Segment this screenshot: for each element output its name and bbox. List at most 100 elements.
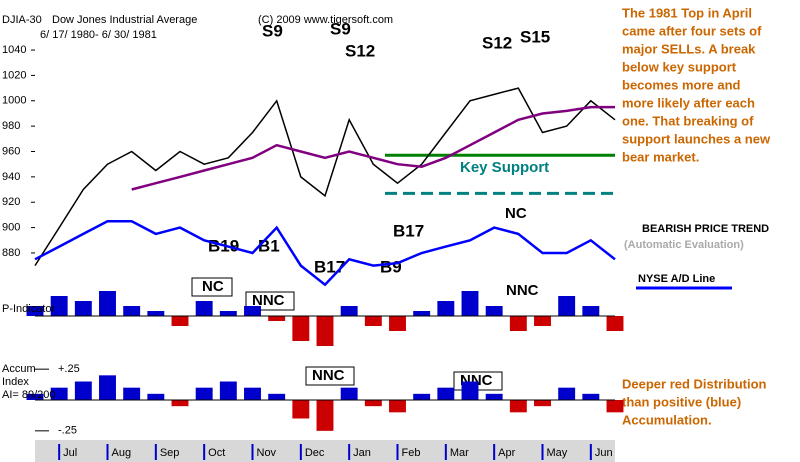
y-tick-label: 1040 [2, 44, 26, 56]
signal: B1 [258, 236, 280, 255]
signal: NNC [312, 367, 345, 384]
histogram-bar [26, 306, 44, 316]
signal: B17 [393, 221, 424, 240]
note: bear market. [622, 149, 699, 164]
x-tick-label: Jul [63, 447, 77, 459]
x-tick-label: Jan [353, 447, 371, 459]
signal-box [191, 277, 233, 297]
key-support: Key Support [460, 159, 549, 176]
histogram-bar [219, 311, 237, 316]
histogram-bar [74, 381, 92, 400]
histogram-bar [244, 306, 261, 316]
histogram-bar [534, 316, 551, 326]
signal-box [305, 366, 355, 386]
histogram-bar [485, 306, 503, 316]
histogram-bar [389, 316, 406, 331]
signal: NNC [506, 282, 539, 299]
y-tick-label: 980 [2, 120, 20, 132]
x-tick-label: Aug [112, 447, 132, 459]
note: more likely after each [622, 95, 755, 110]
x-tick-label: Mar [450, 447, 469, 459]
signal: NC [505, 205, 527, 222]
histogram-bar [292, 400, 310, 419]
name: Dow Jones Industrial Average [52, 14, 197, 26]
histogram-bar [509, 400, 527, 413]
note: Accumulation. [622, 412, 712, 427]
histogram-bar [437, 301, 455, 316]
histogram-bar [26, 393, 44, 400]
signal: NNC [252, 292, 285, 309]
note: Deeper red Distribution [622, 376, 767, 391]
y-tick-label: +.25 [58, 363, 80, 375]
y-tick-label: -.25 [58, 425, 77, 437]
note: below key support [622, 59, 737, 74]
histogram-bar [364, 316, 382, 326]
histogram-bar [606, 400, 624, 413]
histogram-bar [50, 387, 68, 400]
x-tick-label: Apr [498, 447, 515, 459]
panel-title: Index [2, 376, 29, 388]
histogram-bar [292, 316, 310, 341]
histogram-bar [219, 381, 237, 400]
histogram-bar [340, 306, 358, 316]
note: support launches a new [622, 131, 771, 146]
histogram-bar [99, 375, 116, 400]
histogram-bar [268, 316, 286, 321]
histogram-bar [582, 393, 600, 400]
note: major SELLs. A break [622, 41, 756, 56]
symbol: DJIA-30 [2, 14, 42, 26]
copyright: (C) 2009 www.tigersoft.com [258, 14, 393, 26]
ad-line-label: NYSE A/D Line [638, 273, 715, 285]
x-tick-label: Nov [257, 447, 277, 459]
histogram-bar [123, 306, 141, 316]
y-tick-label: 960 [2, 145, 20, 157]
signal: S12 [345, 41, 375, 60]
series-line [34, 87, 616, 267]
series-line [34, 220, 616, 287]
y-tick-label: 900 [2, 221, 20, 233]
note: becomes more and [622, 77, 741, 92]
date-range: 6/ 17/ 1980- 6/ 30/ 1981 [40, 29, 157, 41]
histogram-bar [558, 387, 576, 400]
month-band [35, 440, 615, 462]
x-tick-label: Dec [305, 447, 325, 459]
histogram-bar [123, 387, 141, 400]
panel-title: P-Indicator [2, 303, 56, 315]
histogram-bar [364, 400, 382, 407]
histogram-bar [147, 393, 165, 400]
histogram-bar [437, 387, 455, 400]
signal: S15 [520, 27, 550, 46]
y-tick-label: 1000 [2, 95, 26, 107]
histogram-bar [534, 400, 551, 407]
histogram-bar [50, 296, 68, 316]
x-tick-label: Jun [595, 447, 613, 459]
histogram-bar [147, 311, 165, 316]
y-tick-label: 880 [2, 247, 20, 259]
histogram-bar [171, 316, 189, 326]
evaluation: (Automatic Evaluation) [624, 239, 744, 251]
note: than positive (blue) [622, 394, 741, 409]
histogram-bar [195, 387, 213, 400]
series-line [131, 105, 615, 191]
signal-box [245, 291, 295, 311]
histogram-bar [509, 316, 527, 331]
note: one. That breaking of [622, 113, 754, 128]
signal: S12 [482, 33, 512, 52]
histogram-bar [461, 381, 479, 400]
signal: NC [202, 278, 224, 295]
y-tick-label: 940 [2, 171, 20, 183]
signal: S9 [262, 21, 283, 40]
histogram-bar [99, 291, 116, 316]
histogram-bar [413, 311, 431, 316]
histogram-bar [606, 316, 624, 331]
trend: BEARISH PRICE TREND [642, 223, 769, 235]
histogram-bar [389, 400, 406, 413]
y-tick-label: 920 [2, 196, 20, 208]
histogram-bar [340, 387, 358, 400]
histogram-bar [558, 296, 576, 316]
panel-annotation: AI= 89/200 [2, 389, 56, 401]
y-tick-label: 1020 [2, 69, 26, 81]
histogram-bar [582, 306, 600, 316]
